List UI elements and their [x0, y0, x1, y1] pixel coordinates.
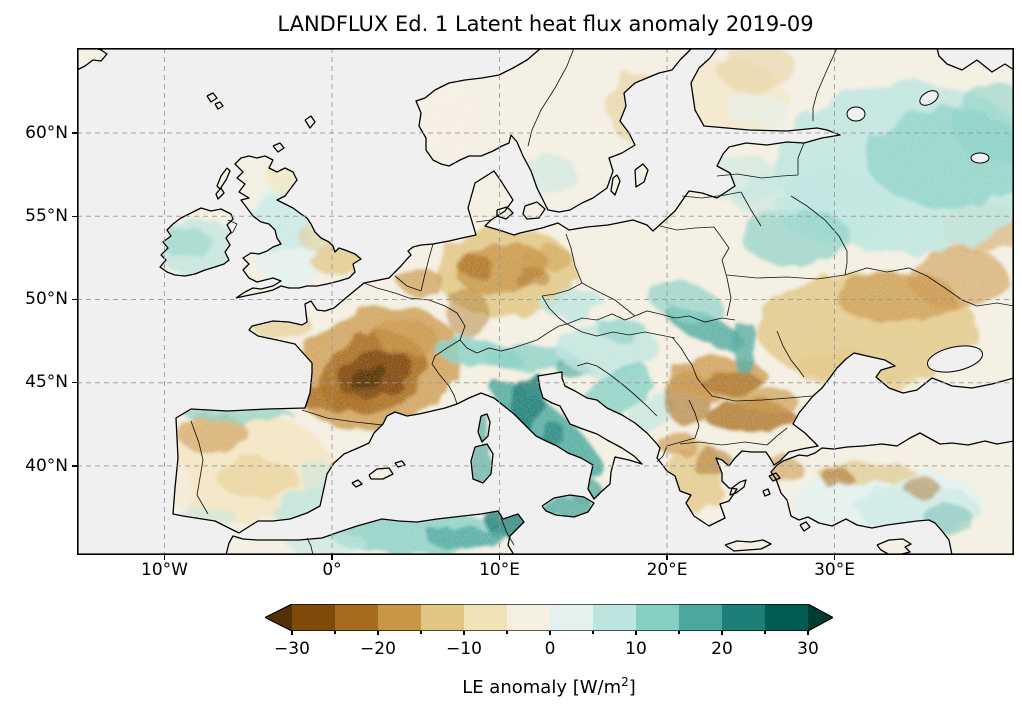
colorbar-over-arrow	[808, 604, 833, 631]
colorbar-tick-label: 20	[711, 639, 733, 659]
map-plot-area	[76, 47, 1015, 556]
colorbar-segment	[464, 604, 507, 631]
colorbar-tick	[291, 631, 293, 635]
colorbar-label-superscript: 2	[621, 675, 629, 689]
colorbar-segment	[292, 604, 335, 631]
x-tick-mark	[331, 555, 333, 560]
x-tick-mark	[833, 555, 836, 560]
colorbar-tick	[635, 631, 637, 635]
colorbar-segment	[679, 604, 722, 631]
colorbar-tick-label: 10	[625, 639, 647, 659]
coastlines	[76, 47, 1015, 556]
y-tick-label-60n: 60°N	[25, 123, 68, 143]
colorbar-tick	[678, 631, 680, 634]
y-tick-mark	[72, 465, 77, 467]
colorbar-tick-label: −10	[446, 639, 482, 659]
colorbar-tick	[334, 631, 336, 634]
colorbar-segment	[335, 604, 378, 631]
colorbar-segment	[421, 604, 464, 631]
colorbar-tick-label: 0	[544, 639, 556, 659]
colorbar-tick	[377, 631, 379, 635]
y-tick-mark	[72, 215, 77, 217]
x-tick-label-10e: 10°E	[479, 560, 520, 580]
x-tick-label-30e: 30°E	[814, 560, 855, 580]
x-tick-mark	[666, 555, 668, 560]
colorbar-segment	[507, 604, 550, 631]
y-tick-label-55n: 55°N	[25, 206, 68, 226]
y-tick-label-40n: 40°N	[25, 456, 68, 476]
x-tick-mark	[498, 555, 501, 560]
colorbar-axis-label: LE anomaly [W/m2]	[399, 670, 699, 700]
europe-anomaly-map	[76, 47, 1015, 556]
colorbar-segment	[378, 604, 421, 631]
colorbar-segment	[593, 604, 636, 631]
colorbar-tick	[506, 631, 508, 634]
colorbar-tick-label: −20	[360, 639, 396, 659]
colorbar-label-text: LE anomaly [W/m	[462, 677, 622, 698]
colorbar	[265, 604, 833, 631]
x-tick-label-10w: 10°W	[141, 560, 188, 580]
y-tick-mark	[72, 298, 77, 301]
colorbar-segment	[765, 604, 808, 631]
colorbar-segment	[636, 604, 679, 631]
lakes	[846, 90, 990, 373]
plot-frame	[77, 48, 1015, 555]
y-tick-label-45n: 45°N	[25, 372, 68, 392]
colorbar-tick	[549, 631, 551, 635]
y-tick-mark	[72, 382, 77, 384]
colorbar-label-close-bracket: ]	[628, 677, 636, 698]
gridlines	[77, 48, 1014, 555]
colorbar-tick	[463, 631, 465, 635]
plot-title: LANDFLUX Ed. 1 Latent heat flux anomaly …	[277, 12, 814, 36]
colorbar-tick-label: 30	[797, 639, 819, 659]
colorbar-tick	[764, 631, 766, 634]
country-borders	[190, 47, 1015, 556]
colorbar-under-arrow	[265, 604, 292, 631]
x-tick-label-0: 0°	[322, 560, 342, 580]
colorbar-segment	[550, 604, 593, 631]
colorbar-tick	[807, 631, 809, 635]
colorbar-segment	[722, 604, 765, 631]
y-tick-label-50n: 50°N	[25, 289, 68, 309]
y-tick-mark	[72, 132, 77, 134]
x-tick-mark	[163, 555, 166, 560]
colorbar-tick-label: −30	[274, 639, 310, 659]
x-tick-label-20e: 20°E	[646, 560, 688, 580]
colorbar-tick	[592, 631, 594, 634]
colorbar-tick	[420, 631, 422, 634]
colorbar-tick	[721, 631, 723, 635]
